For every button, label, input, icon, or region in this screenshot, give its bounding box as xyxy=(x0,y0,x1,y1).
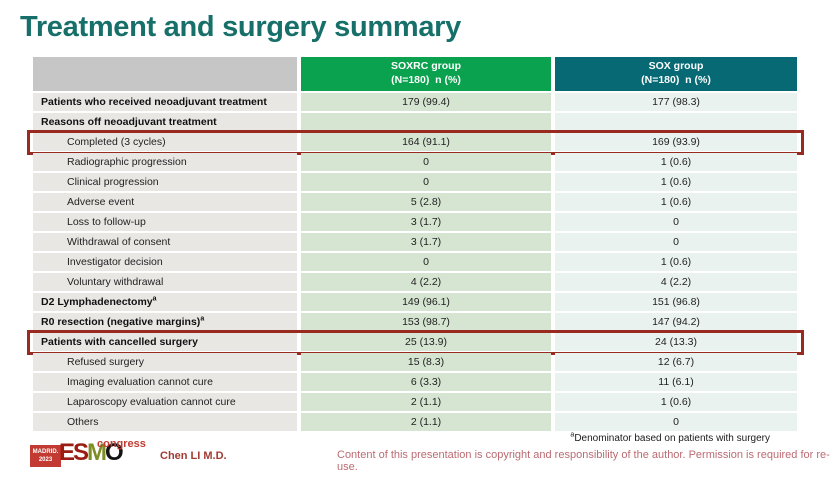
table-row: Clinical progression 0 1 (0.6) xyxy=(33,173,797,191)
soxrc-value: 4 (2.2) xyxy=(301,273,551,291)
esmo-letter: M xyxy=(87,439,107,466)
presenter-name: Chen LI M.D. xyxy=(160,450,227,462)
sox-value: 0 xyxy=(555,213,797,231)
soxrc-group-name: SOXRC group xyxy=(391,60,461,73)
table-row: Imaging evaluation cannot cure 6 (3.3) 11 … xyxy=(33,373,797,391)
sox-value: 1 (0.6) xyxy=(555,153,797,171)
sox-value: 1 (0.6) xyxy=(555,393,797,411)
soxrc-value: 0 xyxy=(301,153,551,171)
row-label: Patients with cancelled surgery xyxy=(33,333,297,351)
row-label: Voluntary withdrawal xyxy=(33,273,297,291)
footnote-text: Denominator based on patients with surge… xyxy=(574,433,770,444)
sox-value: 147 (94.2) xyxy=(555,313,797,331)
summary-table: SOXRC group (N=180) n (%) SOX group (N=1… xyxy=(27,57,804,433)
soxrc-value: 164 (91.1) xyxy=(301,133,551,151)
esmo-wordmark: ESMO xyxy=(59,439,124,466)
row-label: Refused surgery xyxy=(33,353,297,371)
soxrc-group-n: (N=180) n (%) xyxy=(391,74,461,86)
row-label: Adverse event xyxy=(33,193,297,211)
table-row: Refused surgery 15 (8.3) 12 (6.7) xyxy=(33,353,797,371)
row-label: Loss to follow-up xyxy=(33,213,297,231)
sox-value: 24 (13.3) xyxy=(555,333,797,351)
row-label: D2 Lymphadenectomya xyxy=(33,293,297,311)
soxrc-value: 2 (1.1) xyxy=(301,413,551,431)
row-label: Others xyxy=(33,413,297,431)
table-row: Voluntary withdrawal 4 (2.2) 4 (2.2) xyxy=(33,273,797,291)
sox-group-name: SOX group xyxy=(648,60,704,73)
header-cell-sox-group: SOX group (N=180) n (%) xyxy=(555,57,797,91)
table-row: D2 Lymphadenectomya 149 (96.1) 151 (96.8) xyxy=(33,293,797,311)
sox-value: 0 xyxy=(555,233,797,251)
badge-location: MADRID. xyxy=(32,449,59,455)
sox-value: 1 (0.6) xyxy=(555,173,797,191)
table-row: Laparoscopy evaluation cannot cure 2 (1.1… xyxy=(33,393,797,411)
table-row: Patients with cancelled surgery 25 (13.9)… xyxy=(27,330,804,355)
row-label: Laparoscopy evaluation cannot cure xyxy=(33,393,297,411)
soxrc-value: 149 (96.1) xyxy=(301,293,551,311)
row-label: Imaging evaluation cannot cure xyxy=(33,373,297,391)
table-row: Investigator decision 0 1 (0.6) xyxy=(33,253,797,271)
soxrc-value: 0 xyxy=(301,173,551,191)
soxrc-value: 153 (98.7) xyxy=(301,313,551,331)
table-header-row: SOXRC group (N=180) n (%) SOX group (N=1… xyxy=(33,57,797,91)
sox-group-n: (N=180) n (%) xyxy=(641,74,711,86)
row-label: Radiographic progression xyxy=(33,153,297,171)
sox-value: 1 (0.6) xyxy=(555,253,797,271)
row-label: Completed (3 cycles) xyxy=(33,133,297,151)
sox-value: 169 (93.9) xyxy=(555,133,797,151)
soxrc-value: 179 (99.4) xyxy=(301,93,551,111)
soxrc-value: 5 (2.8) xyxy=(301,193,551,211)
soxrc-value: 15 (8.3) xyxy=(301,353,551,371)
table-row: Reasons off neoadjuvant treatment xyxy=(33,113,797,131)
row-label: Patients who received neoadjuvant treatm… xyxy=(33,93,297,111)
esmo-letter: O xyxy=(105,439,124,466)
table-row: Completed (3 cycles) 164 (91.1) 169 (93.9) xyxy=(27,130,804,155)
row-label: Clinical progression xyxy=(33,173,297,191)
soxrc-value: 2 (1.1) xyxy=(301,393,551,411)
sox-value: 151 (96.8) xyxy=(555,293,797,311)
soxrc-value: 3 (1.7) xyxy=(301,213,551,231)
table-footnote: aDenominator based on patients with surg… xyxy=(420,431,770,444)
row-label: Reasons off neoadjuvant treatment xyxy=(33,113,297,131)
table-row: Adverse event 5 (2.8) 1 (0.6) xyxy=(33,193,797,211)
sox-value: 1 (0.6) xyxy=(555,193,797,211)
header-cell-soxrc-group: SOXRC group (N=180) n (%) xyxy=(301,57,551,91)
sox-value: 0 xyxy=(555,413,797,431)
copyright-notice: Content of this presentation is copyrigh… xyxy=(337,449,830,473)
table-row: Radiographic progression 0 1 (0.6) xyxy=(33,153,797,171)
page-title: Treatment and surgery summary xyxy=(20,11,461,43)
table-body: Patients who received neoadjuvant treatm… xyxy=(27,93,804,431)
esmo-letter: S xyxy=(73,439,89,466)
esmo-letter: E xyxy=(59,439,75,466)
sox-value: 11 (6.1) xyxy=(555,373,797,391)
badge-year: 2023 xyxy=(38,457,53,464)
soxrc-value: 3 (1.7) xyxy=(301,233,551,251)
sox-value: 12 (6.7) xyxy=(555,353,797,371)
row-label: R0 resection (negative margins)a xyxy=(33,313,297,331)
table-row: Loss to follow-up 3 (1.7) 0 xyxy=(33,213,797,231)
soxrc-value: 6 (3.3) xyxy=(301,373,551,391)
table-row: Others 2 (1.1) 0 xyxy=(33,413,797,431)
soxrc-value: 0 xyxy=(301,253,551,271)
esmo-congress-logo: MADRID. 2023 ESMO congress xyxy=(30,438,180,470)
table-row: R0 resection (negative margins)a 153 (98.… xyxy=(33,313,797,331)
madrid-2023-badge: MADRID. 2023 xyxy=(30,445,61,467)
table-row: Withdrawal of consent 3 (1.7) 0 xyxy=(33,233,797,251)
header-cell-empty xyxy=(33,57,297,91)
sox-value xyxy=(555,113,797,131)
sox-value: 4 (2.2) xyxy=(555,273,797,291)
soxrc-value xyxy=(301,113,551,131)
congress-label: congress xyxy=(97,438,146,450)
row-label: Investigator decision xyxy=(33,253,297,271)
table-row: Patients who received neoadjuvant treatm… xyxy=(33,93,797,111)
row-label: Withdrawal of consent xyxy=(33,233,297,251)
soxrc-value: 25 (13.9) xyxy=(301,333,551,351)
footnote-marker: a xyxy=(570,431,575,439)
sox-value: 177 (98.3) xyxy=(555,93,797,111)
